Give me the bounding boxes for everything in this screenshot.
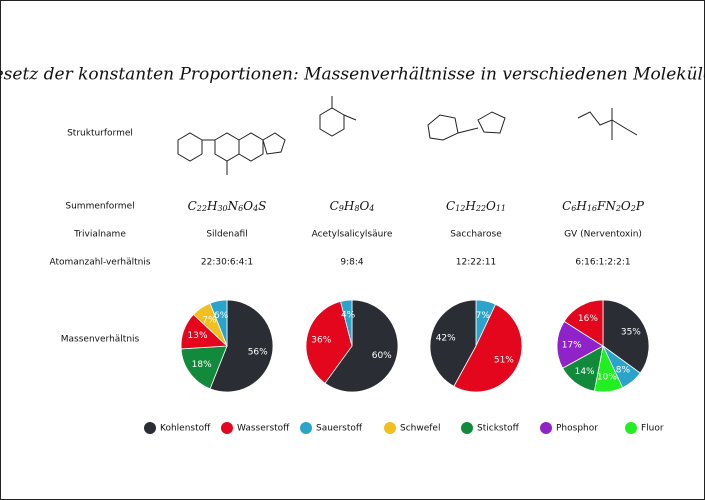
slice-label: 42%	[436, 334, 456, 344]
slice-label: 13%	[188, 331, 208, 341]
legend-swatch	[625, 422, 637, 434]
legend-label: Kohlenstoff	[160, 424, 211, 434]
slice-label: 17%	[562, 341, 582, 351]
legend-swatch	[461, 422, 473, 434]
pie-slice	[563, 299, 604, 347]
row-label: Atomanzahl-verhältnis	[49, 258, 150, 268]
legend-swatch	[300, 422, 312, 434]
pie-slice	[429, 299, 477, 387]
atom-ratio: 9:8:4	[340, 258, 364, 268]
legend-label: Stickstoff	[477, 424, 520, 434]
atom-ratio: 12:22:11	[456, 258, 496, 268]
row-label: Strukturformel	[67, 129, 133, 139]
row-label: Summenformel	[65, 202, 134, 212]
legend-swatch	[221, 422, 233, 434]
slice-label: 16%	[578, 314, 598, 324]
formula: C12H22O11	[446, 199, 506, 214]
legend-swatch	[384, 422, 396, 434]
legend-label: Sauerstoff	[316, 424, 363, 434]
slice-label: 6%	[214, 311, 229, 321]
slice-label: 56%	[248, 347, 268, 357]
row-label: Massenverhältnis	[61, 335, 140, 345]
pie-slice	[209, 299, 274, 393]
legend-label: Phosphor	[556, 424, 598, 434]
structure-sketches	[177, 96, 638, 175]
slice-label: 18%	[192, 360, 212, 370]
pie-slice	[209, 299, 228, 347]
pie-slice	[602, 299, 650, 374]
trivial-name: Acetylsalicylsäure	[312, 230, 393, 240]
slice-label: 36%	[311, 336, 331, 346]
title: Gesetz der konstanten Proportionen: Mass…	[0, 65, 705, 85]
pie-slice	[324, 299, 399, 393]
legend-swatch	[144, 422, 156, 434]
slice-label: 8%	[616, 366, 631, 376]
legend-label: Wasserstoff	[237, 424, 290, 434]
pie-slice	[180, 345, 228, 390]
formula: C22H30N6O4S	[188, 199, 267, 214]
atom-ratio: 6:16:1:2:2:1	[575, 258, 630, 268]
pie-slice	[305, 300, 353, 384]
trivial-name: Sildenafil	[206, 230, 247, 240]
formula: C6H16FN2O2P	[562, 199, 645, 214]
slice-label: 51%	[494, 356, 514, 366]
slice-label: 10%	[597, 373, 617, 383]
trivial-name: GV (Nerventoxin)	[564, 230, 642, 240]
row-label: Trivialname	[73, 230, 126, 240]
slice-label: 35%	[621, 327, 641, 337]
trivial-name: Saccharose	[450, 230, 502, 240]
slice-label: 4%	[341, 310, 356, 320]
pie-slice	[556, 320, 604, 369]
slice-label: 14%	[575, 367, 595, 377]
legend-swatch	[540, 422, 552, 434]
formula: C9H8O4	[330, 199, 375, 214]
slice-label: 7%	[202, 316, 217, 326]
slice-label: 60%	[372, 351, 392, 361]
slice-label: 7%	[476, 311, 491, 321]
legend-label: Fluor	[641, 424, 664, 434]
legend-label: Schwefel	[400, 424, 440, 434]
pie-slice	[340, 299, 353, 347]
atom-ratio: 22:30:6:4:1	[201, 258, 253, 268]
pie-slice	[453, 303, 523, 393]
